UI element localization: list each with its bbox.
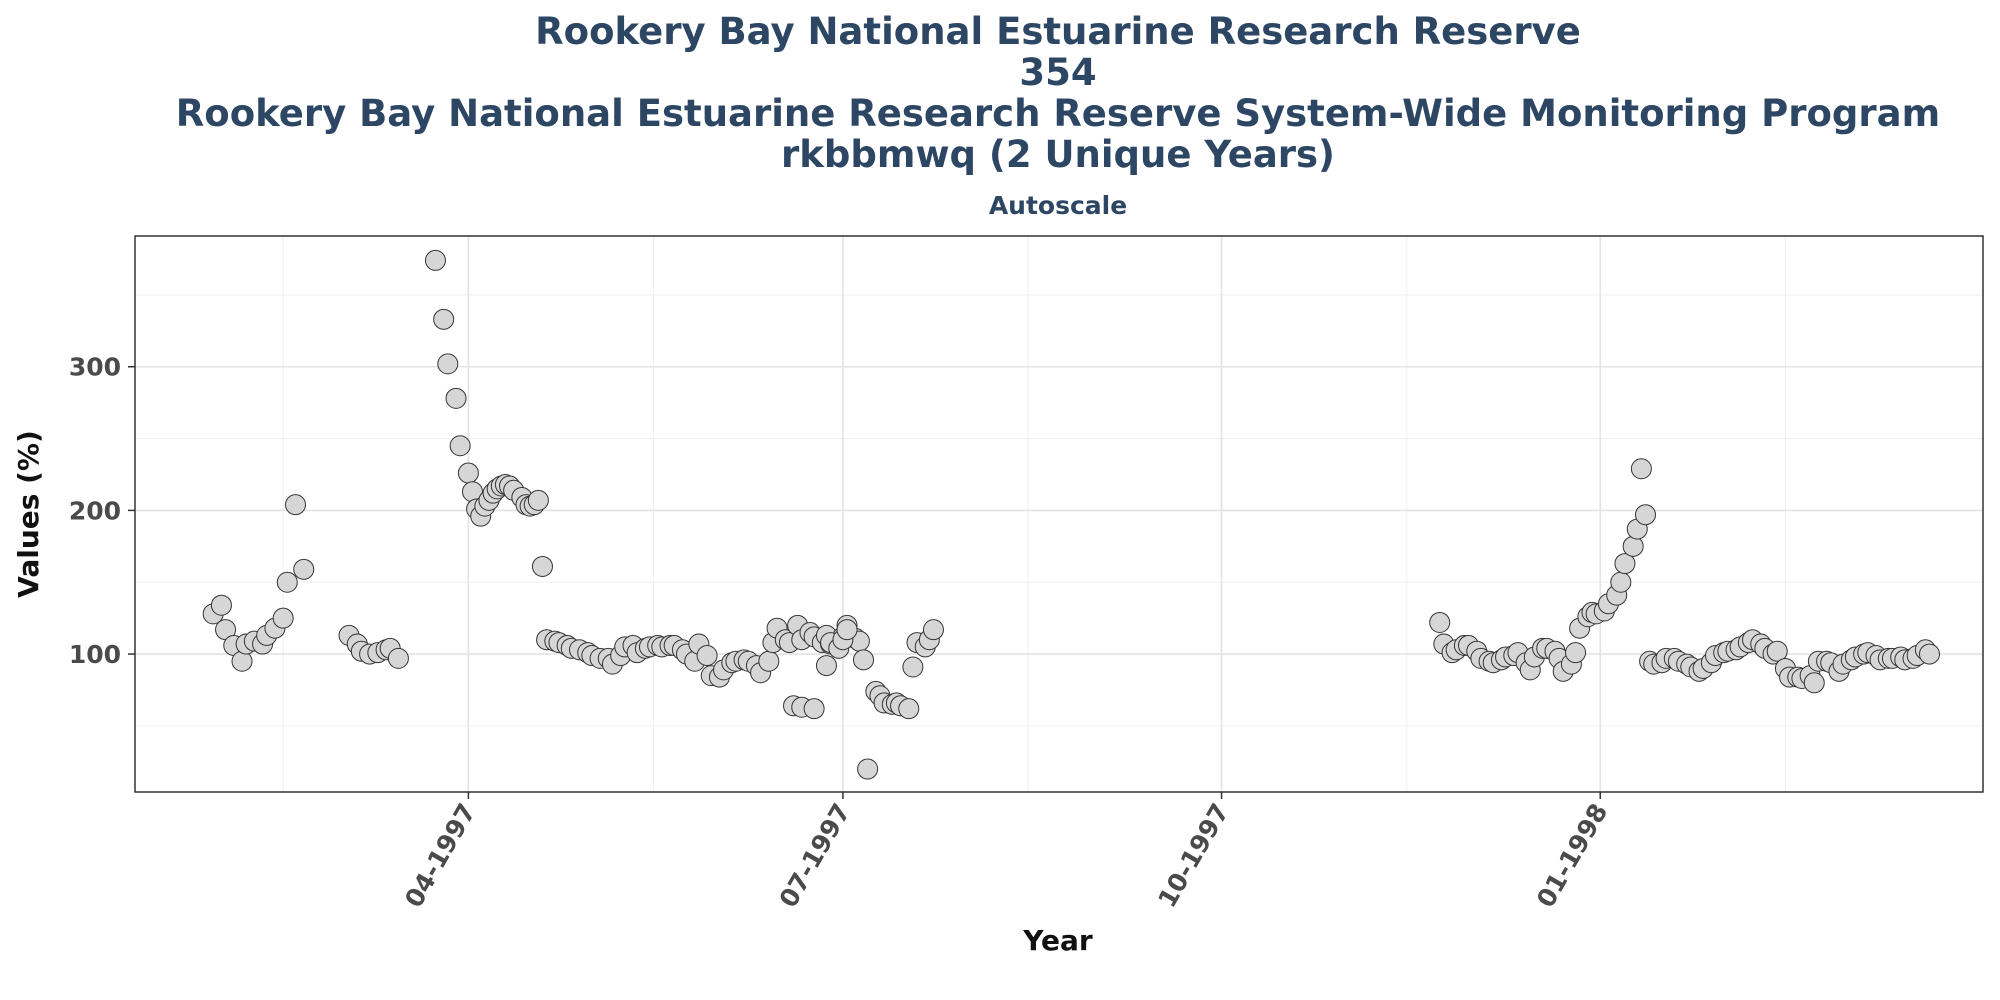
data-point	[902, 656, 924, 678]
data-point	[1630, 458, 1652, 480]
data-point	[457, 462, 479, 484]
data-point	[1614, 553, 1636, 575]
data-point	[424, 249, 446, 271]
data-point	[852, 649, 874, 671]
data-point	[527, 489, 549, 511]
y-tick-label: 100	[69, 640, 121, 669]
chart-subtitle: Autoscale	[989, 191, 1127, 220]
data-point	[531, 555, 553, 577]
x-axis: 04-1997 07-1997 10-1997 01-1998	[399, 792, 1613, 912]
data-point	[293, 558, 315, 580]
data-point	[231, 650, 253, 672]
data-point	[449, 435, 471, 457]
x-tick-label: 10-1997	[1152, 799, 1234, 913]
data-point	[210, 594, 232, 616]
y-axis-title: Values (%)	[12, 430, 45, 598]
data-point	[1565, 642, 1587, 664]
chart-title-line-2: 354	[1019, 51, 1096, 94]
data-point	[445, 387, 467, 409]
chart-title-line-4: rkbbmwq (2 Unique Years)	[781, 133, 1335, 176]
data-point	[898, 698, 920, 720]
chart-titles: Rookery Bay National Estuarine Research …	[176, 10, 1940, 220]
grid-lines	[135, 236, 1983, 792]
data-point	[1918, 643, 1940, 665]
data-point	[1635, 504, 1657, 526]
data-point	[1610, 571, 1632, 593]
data-points	[202, 249, 1940, 780]
data-point	[276, 571, 298, 593]
plot-panel-border	[134, 235, 1984, 793]
data-point	[857, 758, 879, 780]
data-point	[803, 698, 825, 720]
data-point	[1429, 611, 1451, 633]
data-point	[836, 619, 858, 641]
x-tick-label: 01-1998	[1531, 799, 1613, 913]
data-point	[433, 308, 455, 330]
data-point	[437, 353, 459, 375]
y-axis: 100 200 300	[69, 353, 135, 669]
chart-title-line-1: Rookery Bay National Estuarine Research …	[535, 10, 1581, 53]
data-point	[272, 607, 294, 629]
x-tick-label: 07-1997	[774, 799, 856, 913]
data-point	[1766, 640, 1788, 662]
data-point	[1622, 535, 1644, 557]
data-point	[387, 647, 409, 669]
data-point	[758, 650, 780, 672]
y-tick-label: 300	[69, 353, 121, 382]
chart-title-line-3: Rookery Bay National Estuarine Research …	[176, 92, 1940, 135]
data-point	[922, 619, 944, 641]
data-point	[1803, 672, 1825, 694]
data-point	[696, 645, 718, 667]
y-tick-label: 200	[69, 496, 121, 525]
data-point	[285, 494, 307, 516]
x-axis-title: Year	[1022, 924, 1093, 957]
x-tick-label: 04-1997	[399, 799, 481, 913]
data-point	[815, 655, 837, 677]
